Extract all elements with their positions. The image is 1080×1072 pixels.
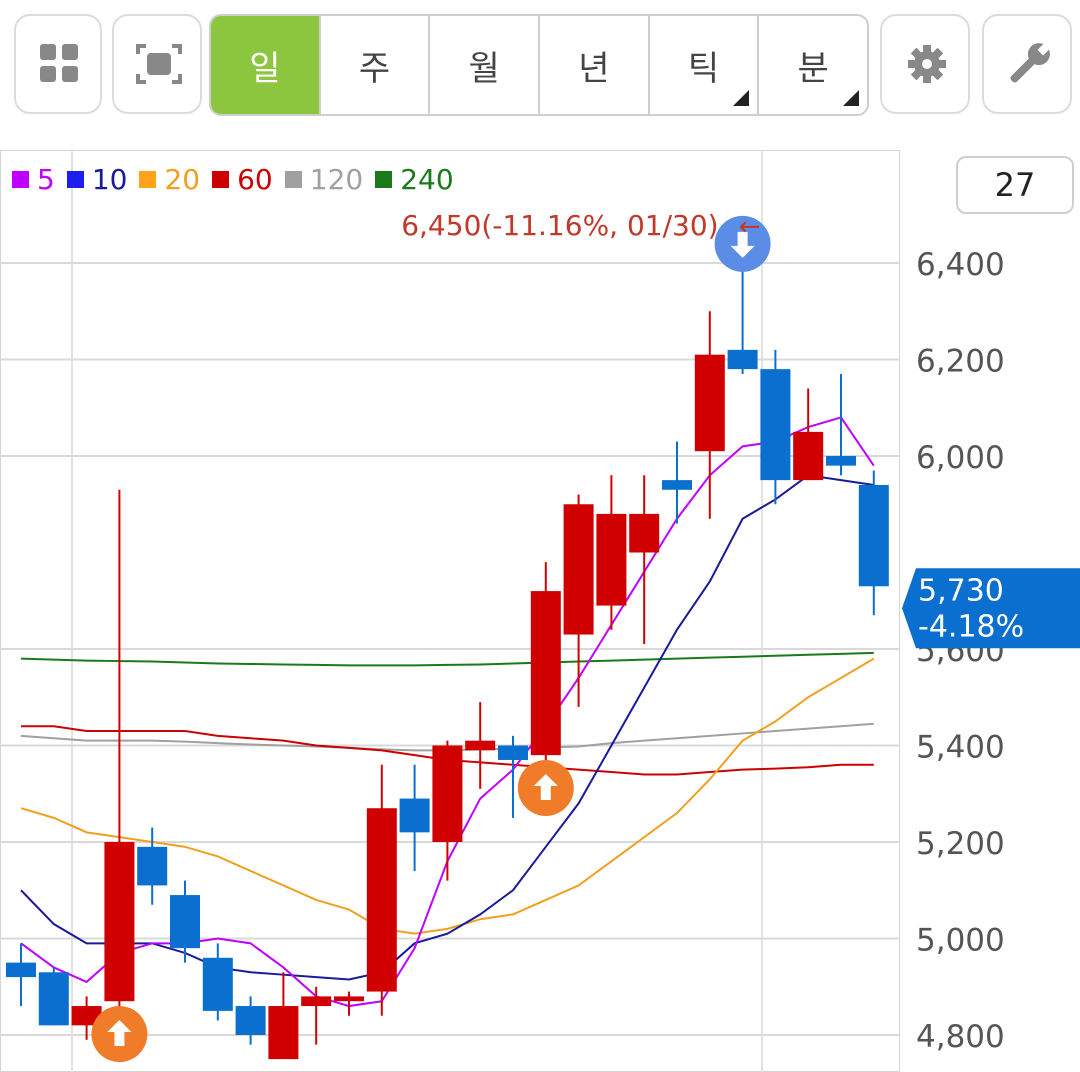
candle-body (301, 996, 332, 1007)
legend-swatch (12, 171, 29, 188)
tab-4[interactable]: 틱 (647, 16, 758, 114)
buy-arrow-icon (533, 773, 558, 800)
submenu-triangle-icon (843, 90, 860, 106)
candle-body (858, 484, 889, 587)
tab-0[interactable]: 일 (211, 16, 319, 114)
legend-label: 60 (237, 163, 273, 196)
candle-body (268, 1006, 299, 1060)
legend-swatch (139, 171, 157, 188)
candle-body (104, 842, 135, 1002)
high-annotation: 6,450(-11.16%, 01/30) (401, 209, 718, 242)
settings-button[interactable] (880, 14, 970, 114)
tab-2[interactable]: 월 (428, 16, 538, 114)
legend-label: 20 (164, 163, 201, 196)
layout-button[interactable] (14, 14, 102, 114)
candle-body (694, 354, 725, 452)
capture-button[interactable] (112, 14, 202, 114)
buy-arrow-icon (107, 1020, 132, 1047)
candle-body (662, 480, 692, 490)
legend-swatch (66, 171, 84, 188)
period-count-value: 27 (994, 166, 1036, 204)
grid-icon (40, 44, 78, 82)
candle-body (137, 846, 168, 886)
gear-icon (908, 45, 946, 83)
candle-body (793, 431, 824, 481)
legend-swatch (212, 171, 230, 188)
candle-body (465, 740, 496, 751)
tab-label: 년 (578, 48, 610, 89)
capture-icon (136, 44, 182, 84)
candle-body (760, 369, 791, 481)
legend-swatch (375, 171, 393, 188)
y-tick-label: 5,000 (916, 923, 1005, 959)
candle-body (727, 349, 758, 370)
candle-body (530, 591, 561, 756)
chart-area[interactable]: 6,400 6,200 6,000 5,600 5,400 5,200 5,000 4,800… (0, 150, 1080, 1072)
y-tick-label: 6,400 (916, 247, 1005, 283)
y-tick-label: 5,200 (916, 826, 1005, 862)
period-count[interactable]: 27 (956, 156, 1074, 214)
current-price-change: -4.18% (918, 609, 1024, 644)
candle-body (432, 745, 463, 842)
candle-body (71, 1006, 102, 1026)
candle-body (334, 996, 364, 1002)
legend: 5 10 20 60 120 240 (12, 163, 466, 196)
candle-body (629, 513, 660, 553)
legend-item-240: 240 (375, 163, 454, 196)
current-price-label: 5,730 (918, 573, 1004, 608)
ma10-line (20, 474, 874, 981)
legend-label: 5 (37, 163, 55, 196)
wrench-icon (1010, 41, 1052, 83)
tools-button[interactable] (982, 14, 1072, 114)
candle-body (170, 895, 200, 949)
candle-body (202, 957, 233, 1011)
candle-body (596, 513, 627, 606)
candle-body (6, 962, 36, 978)
ma5-line (20, 416, 875, 1008)
submenu-triangle-icon (733, 90, 750, 106)
legend-item-20: 20 (139, 163, 200, 196)
candle-body (235, 1006, 266, 1035)
tab-5[interactable]: 분 (757, 16, 867, 114)
candle-body (563, 504, 594, 635)
tab-1[interactable]: 주 (318, 16, 429, 114)
current-price-tag (902, 568, 1080, 649)
sell-arrow-icon (730, 231, 755, 258)
legend-item-5: 5 (12, 163, 55, 196)
tab-3[interactable]: 년 (538, 16, 648, 114)
tab-label: 일 (249, 48, 281, 89)
y-tick-label: 6,200 (916, 344, 1005, 380)
candlestick-chart[interactable]: 6,4006,2006,0005,6005,4005,2005,0004,800… (0, 150, 1080, 1072)
ma240-line (20, 651, 874, 667)
legend-swatch (284, 171, 302, 188)
candle-body (826, 456, 856, 466)
legend-item-10: 10 (66, 163, 128, 196)
plot-frame (0, 150, 900, 1072)
candle-body (498, 745, 528, 760)
legend-label: 10 (91, 163, 128, 196)
legend-label: 120 (309, 163, 364, 196)
high-annotation-arrow: ← (739, 212, 761, 242)
candle-body (399, 798, 430, 833)
y-tick-label: 5,400 (916, 730, 1005, 766)
tab-label: 분 (797, 48, 829, 89)
legend-label: 240 (400, 163, 454, 196)
y-tick-label: 6,000 (916, 440, 1005, 476)
ma20-line (20, 657, 875, 935)
candle-body (38, 972, 69, 1026)
candle-body (366, 808, 397, 992)
y-tick-label: 4,800 (916, 1019, 1005, 1055)
legend-item-60: 60 (212, 163, 273, 196)
tab-label: 틱 (687, 48, 720, 89)
legend-item-120: 120 (284, 163, 364, 196)
tab-label: 주 (358, 48, 391, 89)
tab-label: 월 (468, 48, 500, 89)
